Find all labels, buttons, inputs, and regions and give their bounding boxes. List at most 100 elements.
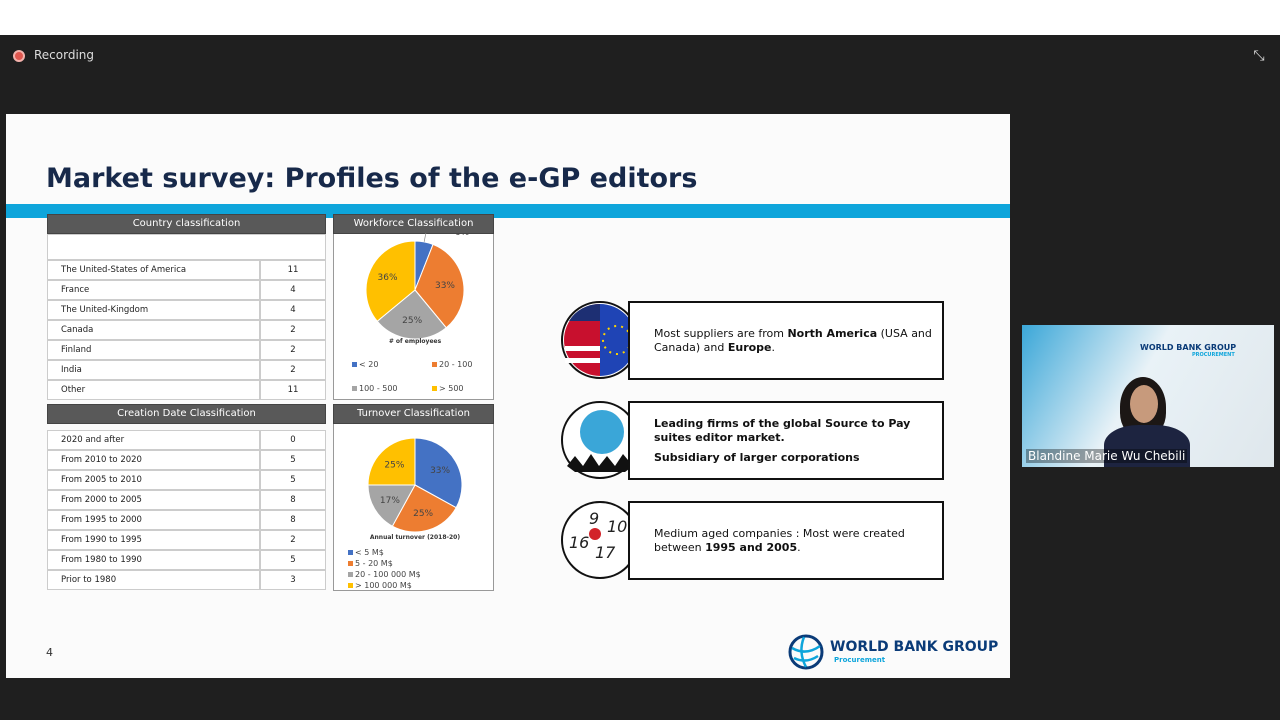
table-row: Prior to 1980 3 xyxy=(47,570,326,590)
callout-text: . xyxy=(771,340,776,354)
table-row: India 2 xyxy=(47,360,326,380)
row-label: From 1995 to 2000 xyxy=(47,510,260,530)
label-leader xyxy=(423,233,427,242)
chart-title: Workforce Classification xyxy=(333,214,494,234)
participant-video: WORLD BANK GROUP PROCUREMENT Blandine Ma… xyxy=(1022,325,1274,467)
callout-text: 1995 and 2005 xyxy=(705,540,798,554)
callout-icons: 9 10 16 17 xyxy=(561,301,639,579)
legend-swatch xyxy=(352,362,357,367)
legend-swatch xyxy=(348,550,353,555)
table-row: Canada 2 xyxy=(47,320,326,340)
slice-label: 36% xyxy=(378,273,398,283)
row-label: India xyxy=(47,360,260,380)
row-value: 8 xyxy=(260,490,326,510)
row-label: Prior to 1980 xyxy=(47,570,260,590)
callout-paragraph: Subsidiary of larger corporations xyxy=(654,451,934,465)
turnover-chart: Turnover Classification 33% < 5 M$ 25% 5 - 2… xyxy=(333,404,494,591)
video-logo-unit: PROCUREMENT xyxy=(1192,352,1235,358)
legend-label: < 5 M$ xyxy=(355,548,384,557)
pie-slice xyxy=(414,437,463,509)
callout-text: Leading firms of the global Source to Pa… xyxy=(654,416,911,444)
row-label: The United-States of America xyxy=(47,260,260,280)
pie-chart: 33% < 5 M$ 25% 5 - 20 M$ 17% 20 - 100 000 M$ 2… xyxy=(348,437,463,590)
svg-text:9: 9 xyxy=(589,509,599,528)
table-row: From 2010 to 2020 5 xyxy=(47,450,326,470)
table-row: From 2005 to 2010 5 xyxy=(47,470,326,490)
row-value: 2 xyxy=(260,320,326,340)
row-value: 8 xyxy=(260,510,326,530)
row-value: 2 xyxy=(260,530,326,550)
callout-box: Medium aged companies : Most were create… xyxy=(628,501,944,580)
callout-text: Subsidiary of larger corporations xyxy=(654,450,860,464)
legend-swatch xyxy=(348,561,353,566)
pie-slice xyxy=(414,243,465,329)
callout-box: Most suppliers are from North America (U… xyxy=(628,301,944,380)
legend-label: 20 - 100 xyxy=(439,360,472,369)
callout-box: Leading firms of the global Source to Pa… xyxy=(628,401,944,480)
row-label: Canada xyxy=(47,320,260,340)
person-body xyxy=(1104,425,1190,467)
legend-label: 20 - 100 000 M$ xyxy=(355,570,421,579)
row-value: 2 xyxy=(260,360,326,380)
person-face xyxy=(1130,385,1158,423)
legend-swatch xyxy=(348,583,353,588)
svg-text:16: 16 xyxy=(569,533,589,552)
table-row: France 4 xyxy=(47,280,326,300)
svg-text:10: 10 xyxy=(607,517,627,536)
workforce-chart: Workforce Classification 6% < 20 33% 20 - 10… xyxy=(333,214,494,400)
row-value: 4 xyxy=(260,280,326,300)
table-row: The United-States of America 11 xyxy=(47,260,326,280)
chart-label: Annual turnover (2018-20) xyxy=(370,534,460,541)
callout-text: Medium aged companies : Most were create… xyxy=(654,526,905,554)
table-row: From 1990 to 1995 2 xyxy=(47,530,326,550)
pie-slice xyxy=(365,240,416,322)
slice-label: 25% xyxy=(413,509,433,519)
logo-unit: Procurement xyxy=(834,656,886,664)
table-row: From 1980 to 1990 5 xyxy=(47,550,326,570)
row-value: 3 xyxy=(260,570,326,590)
row-value: 4 xyxy=(260,300,326,320)
row-label: From 1980 to 1990 xyxy=(47,550,260,570)
globe-icon xyxy=(561,401,639,479)
pie-slice xyxy=(367,437,416,486)
row-label: From 1990 to 1995 xyxy=(47,530,260,550)
row-label: Finland xyxy=(47,340,260,360)
legend-swatch xyxy=(432,362,437,367)
table-row: Other 11 xyxy=(47,380,326,400)
flags-icon xyxy=(561,301,639,379)
table-header: Country classification xyxy=(47,214,326,234)
row-value: 5 xyxy=(260,470,326,490)
row-value: 2 xyxy=(260,340,326,360)
svg-text:17: 17 xyxy=(595,543,616,562)
row-value: 0 xyxy=(260,430,326,450)
legend-label: < 20 xyxy=(359,360,378,369)
table-row: 2020 and after 0 xyxy=(47,430,326,450)
logo-name: WORLD BANK GROUP xyxy=(830,639,999,655)
row-label: From 2005 to 2010 xyxy=(47,470,260,490)
legend-label: 5 - 20 M$ xyxy=(355,559,393,568)
callout-text: Europe xyxy=(727,340,772,354)
country-table: Country classification The United-States… xyxy=(47,214,326,400)
row-label: From 2000 to 2005 xyxy=(47,490,260,510)
pie-slice xyxy=(391,484,457,533)
row-label: The United-Kingdom xyxy=(47,300,260,320)
slide-title: Market survey: Profiles of the e-GP edit… xyxy=(46,163,698,194)
creation-table: Creation Date Classification 2020 and af… xyxy=(47,404,326,590)
recording-icon xyxy=(13,50,25,62)
legend-label: 100 - 500 xyxy=(359,384,398,393)
callout-paragraph: Most suppliers are from North America (U… xyxy=(654,327,934,355)
pie-chart: 6% < 20 33% 20 - 100 25% 100 - 500 36% > 500 # o… xyxy=(352,233,472,393)
exit-fullscreen-button[interactable]: ⤡ xyxy=(1253,48,1265,64)
row-value: 5 xyxy=(260,450,326,470)
callout-paragraph: Leading firms of the global Source to Pa… xyxy=(654,417,934,445)
recording-label: Recording xyxy=(34,48,95,62)
callout-text: North America xyxy=(787,326,878,340)
row-value: 11 xyxy=(260,260,326,280)
row-value: 5 xyxy=(260,550,326,570)
legend-swatch xyxy=(352,386,357,391)
table-header: Creation Date Classification xyxy=(47,404,326,424)
row-label: 2020 and after xyxy=(47,430,260,450)
legend-label: > 500 xyxy=(439,384,464,393)
callout-paragraph: Medium aged companies : Most were create… xyxy=(654,527,934,555)
